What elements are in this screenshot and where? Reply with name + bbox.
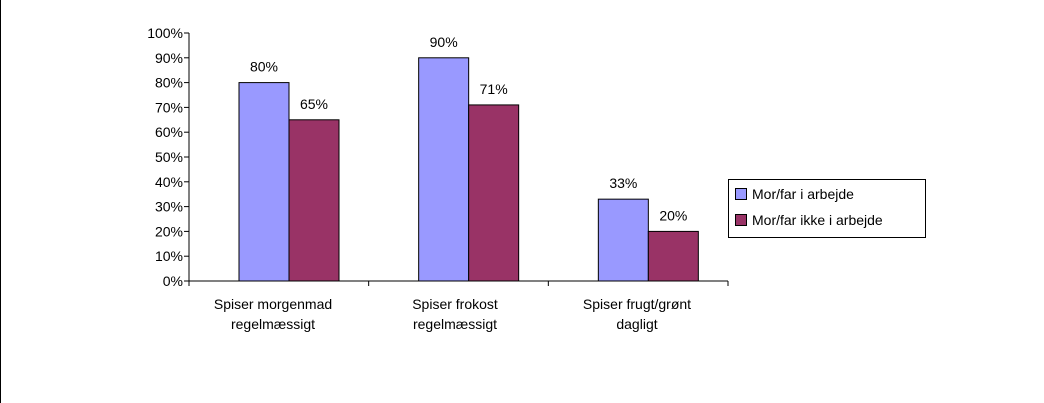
y-tick-label-5: 50% [155, 149, 183, 165]
y-tick-label-10: 100% [147, 25, 183, 41]
category-label-2-line-2: dagligt [616, 316, 658, 332]
data-label-series-0-cat-2: 33% [609, 175, 637, 191]
data-label-series-1-cat-2: 20% [659, 207, 687, 223]
y-tick-label-6: 60% [155, 124, 183, 140]
legend-label-series-0: Mor/far i arbejde [752, 186, 854, 202]
y-tick-label-8: 80% [155, 75, 183, 91]
legend: Mor/far i arbejde Mor/far ikke i arbejde [728, 179, 926, 238]
data-label-series-1-cat-1: 71% [480, 81, 508, 97]
bar-series-0-cat-1 [418, 57, 470, 282]
y-tick-label-1: 10% [155, 248, 183, 264]
data-label-series-0-cat-1: 90% [430, 34, 458, 50]
data-label-series-0-cat-0: 80% [250, 59, 278, 75]
category-label-0-line-2: regelmæssigt [230, 316, 316, 332]
data-label-series-1-cat-0: 65% [300, 96, 328, 112]
legend-item-series-1: Mor/far ikke i arbejde [735, 211, 883, 229]
y-tick-label-7: 70% [155, 99, 183, 115]
legend-item-series-0: Mor/far i arbejde [735, 185, 854, 203]
legend-label-series-1: Mor/far ikke i arbejde [752, 212, 883, 228]
y-tick-label-9: 90% [155, 50, 183, 66]
category-label-1-line-1: Spiser frokost [412, 296, 498, 312]
bar-series-1-cat-2 [647, 230, 699, 282]
legend-swatch-series-1 [735, 214, 747, 226]
y-tick-label-3: 30% [155, 199, 183, 215]
y-tick-label-4: 40% [155, 174, 183, 190]
category-label-1: Spiser frokost regelmæssigt [380, 294, 530, 334]
category-label-2: Spiser frugt/grønt dagligt [562, 294, 712, 334]
legend-swatch-series-0 [735, 188, 747, 200]
category-label-1-line-2: regelmæssigt [412, 316, 498, 332]
bar-series-1-cat-0 [288, 119, 340, 282]
bar-series-1-cat-1 [468, 104, 520, 282]
category-label-2-line-1: Spiser frugt/grønt [582, 296, 692, 312]
category-label-0-line-1: Spiser morgenmad [213, 296, 333, 312]
bar-series-0-cat-2 [597, 198, 649, 282]
y-tick-label-0: 0% [163, 273, 183, 289]
category-label-0: Spiser morgenmad regelmæssigt [198, 294, 348, 334]
y-tick-label-2: 20% [155, 223, 183, 239]
bar-series-0-cat-0 [238, 82, 290, 282]
